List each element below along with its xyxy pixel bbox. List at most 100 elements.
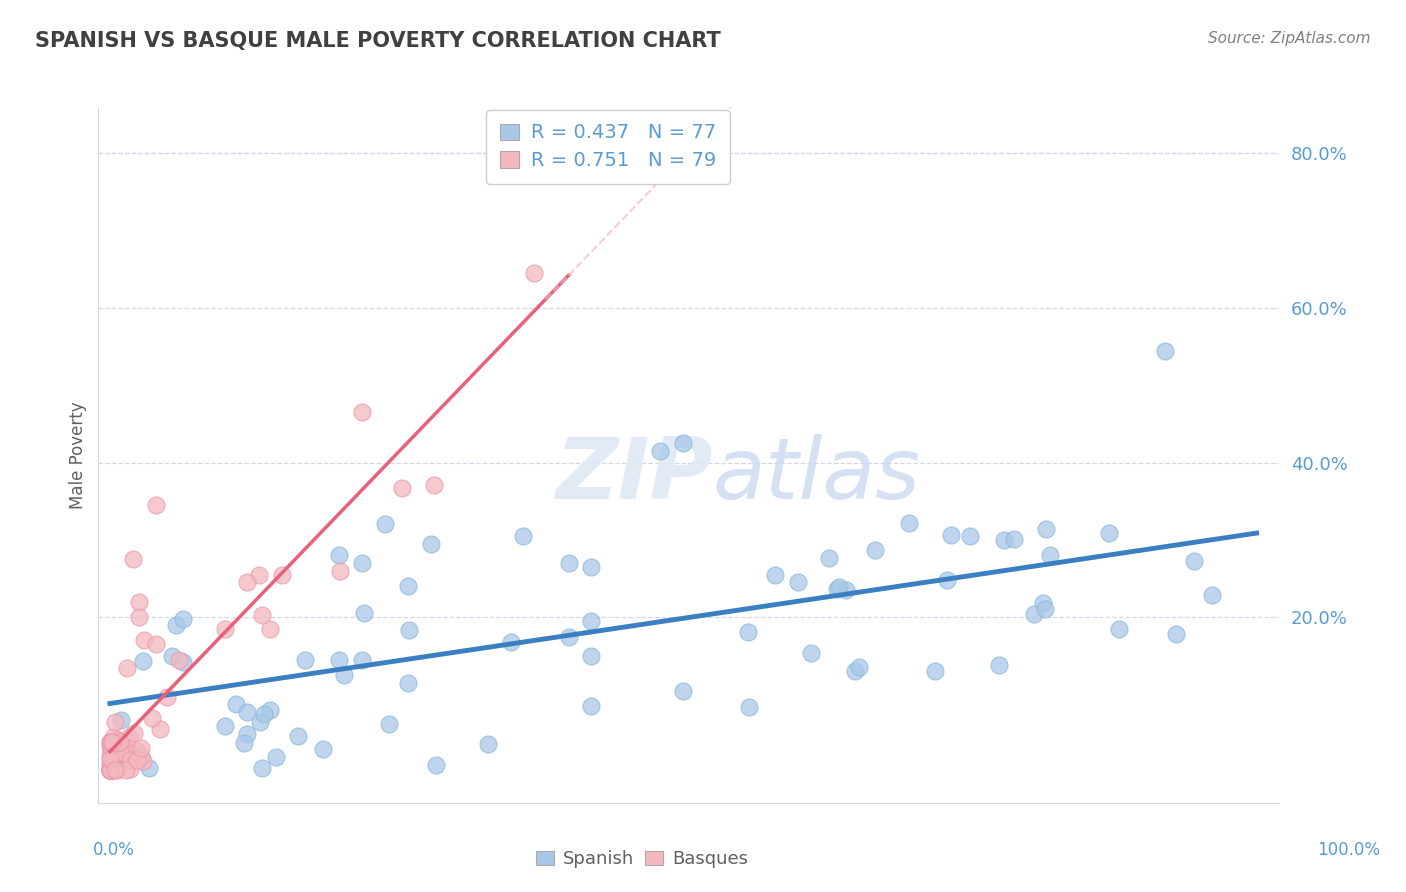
Point — [100, 735, 122, 749]
Point — [98, 764, 121, 778]
Text: atlas: atlas — [713, 434, 921, 517]
Point — [1201, 588, 1223, 602]
Text: SPANISH VS BASQUE MALE POVERTY CORRELATION CHART: SPANISH VS BASQUE MALE POVERTY CORRELATI… — [35, 31, 721, 51]
Point — [374, 517, 396, 532]
Point — [100, 764, 122, 778]
Point — [104, 748, 127, 763]
Point — [121, 552, 143, 566]
Point — [236, 727, 259, 741]
Point — [396, 579, 419, 593]
Point — [333, 668, 356, 682]
Point — [103, 730, 125, 744]
Point — [100, 764, 122, 778]
Point — [225, 698, 247, 712]
Point — [98, 740, 121, 755]
Point — [959, 529, 981, 543]
Point — [581, 648, 603, 663]
Point — [352, 405, 374, 419]
Point — [253, 707, 276, 722]
Point — [98, 735, 121, 749]
Legend: Spanish, Basques: Spanish, Basques — [526, 841, 756, 877]
Point — [270, 567, 292, 582]
Point — [104, 737, 127, 751]
Point — [650, 444, 672, 458]
Point — [1182, 554, 1205, 568]
Point — [98, 756, 121, 770]
Point — [103, 764, 125, 778]
Point — [352, 653, 374, 667]
Point — [329, 564, 352, 578]
Point — [581, 699, 603, 714]
Point — [557, 630, 579, 644]
Point — [105, 764, 128, 778]
Point — [103, 735, 125, 749]
Point — [165, 618, 187, 632]
Point — [672, 683, 695, 698]
Point — [125, 744, 148, 758]
Point — [128, 610, 150, 624]
Point — [835, 583, 858, 598]
Point — [737, 700, 759, 714]
Point — [924, 665, 946, 679]
Point — [100, 764, 122, 778]
Point — [100, 743, 122, 757]
Point — [172, 612, 194, 626]
Point — [100, 749, 122, 764]
Point — [100, 763, 122, 777]
Point — [149, 723, 172, 737]
Point — [353, 607, 375, 621]
Point — [825, 582, 848, 596]
Point — [103, 749, 125, 764]
Point — [112, 739, 135, 753]
Y-axis label: Male Poverty: Male Poverty — [69, 401, 87, 508]
Point — [523, 266, 546, 280]
Point — [897, 516, 920, 530]
Point — [672, 436, 695, 450]
Point — [98, 752, 121, 766]
Point — [98, 764, 121, 778]
Point — [115, 735, 138, 749]
Point — [287, 729, 309, 743]
Point — [1153, 343, 1175, 358]
Point — [118, 731, 141, 745]
Point — [117, 745, 139, 759]
Point — [110, 714, 132, 728]
Point — [420, 537, 443, 551]
Point — [941, 528, 963, 542]
Point — [236, 575, 259, 590]
Point — [328, 653, 350, 667]
Point — [312, 742, 335, 756]
Point — [100, 763, 122, 777]
Point — [800, 646, 823, 660]
Point — [425, 758, 447, 772]
Point — [252, 761, 274, 775]
Point — [156, 690, 179, 704]
Point — [120, 762, 142, 776]
Point — [132, 755, 155, 769]
Point — [993, 533, 1015, 547]
Point — [172, 655, 194, 669]
Point — [98, 764, 121, 778]
Point — [141, 711, 163, 725]
Point — [763, 567, 786, 582]
Point — [1002, 532, 1025, 546]
Point — [214, 719, 236, 733]
Point — [167, 653, 190, 667]
Point — [120, 754, 142, 768]
Point — [128, 595, 150, 609]
Point — [398, 623, 420, 637]
Point — [477, 737, 499, 751]
Point — [352, 556, 374, 570]
Point — [160, 649, 183, 664]
Point — [250, 607, 273, 622]
Point — [101, 756, 124, 770]
Point — [581, 614, 603, 628]
Point — [145, 498, 167, 512]
Point — [936, 573, 959, 587]
Point — [100, 745, 122, 759]
Point — [378, 717, 401, 731]
Point — [557, 556, 579, 570]
Point — [120, 753, 142, 767]
Point — [737, 625, 759, 640]
Point — [122, 726, 145, 740]
